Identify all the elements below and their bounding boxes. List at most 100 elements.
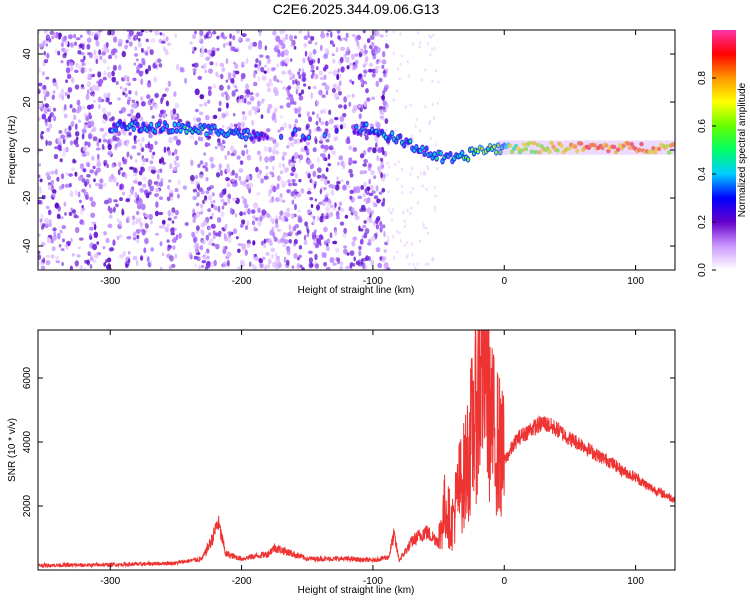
noise-dot bbox=[285, 57, 290, 64]
noise-dot bbox=[211, 212, 214, 217]
noise-dot bbox=[392, 52, 395, 56]
noise-dot bbox=[138, 217, 142, 224]
noise-dot bbox=[367, 38, 371, 43]
noise-dot bbox=[308, 257, 313, 264]
noise-dot bbox=[288, 124, 292, 129]
noise-dot bbox=[306, 190, 312, 195]
signal-dot bbox=[527, 140, 533, 146]
noise-dot bbox=[140, 203, 146, 211]
noise-dot bbox=[39, 178, 43, 183]
noise-dot bbox=[49, 30, 55, 35]
noise-dot bbox=[432, 33, 435, 38]
noise-dot bbox=[154, 30, 159, 36]
noise-dot bbox=[279, 80, 284, 84]
noise-dot bbox=[117, 42, 123, 47]
noise-dot bbox=[349, 250, 355, 256]
noise-dot bbox=[301, 267, 305, 270]
noise-dot bbox=[79, 219, 84, 225]
noise-dot bbox=[407, 74, 411, 78]
noise-dot bbox=[177, 179, 181, 186]
noise-dot bbox=[379, 108, 384, 115]
noise-dot bbox=[220, 199, 225, 203]
noise-dot bbox=[394, 128, 398, 132]
noise-dot bbox=[93, 99, 97, 103]
signal-core-dot bbox=[460, 151, 464, 155]
noise-dot bbox=[409, 172, 412, 176]
noise-dot bbox=[251, 220, 256, 226]
noise-dot bbox=[340, 161, 343, 167]
noise-dot bbox=[319, 188, 323, 195]
noise-dot bbox=[277, 198, 281, 202]
noise-dot bbox=[359, 208, 364, 213]
noise-dot bbox=[298, 254, 302, 259]
noise-dot bbox=[281, 155, 285, 161]
noise-dot bbox=[363, 159, 368, 164]
noise-dot bbox=[192, 208, 196, 215]
noise-dot bbox=[319, 135, 324, 142]
noise-dot bbox=[141, 101, 146, 107]
noise-dot bbox=[219, 62, 225, 68]
noise-dot bbox=[136, 152, 141, 156]
signal-dot bbox=[535, 142, 540, 147]
noise-dot bbox=[273, 75, 278, 82]
noise-dot bbox=[239, 180, 244, 185]
x-tick-label: -100 bbox=[363, 576, 383, 587]
noise-dot bbox=[336, 216, 340, 220]
noise-dot bbox=[410, 242, 413, 246]
noise-dot bbox=[337, 35, 341, 40]
noise-dot bbox=[275, 150, 280, 155]
noise-dot bbox=[282, 151, 288, 157]
noise-dot bbox=[275, 255, 280, 259]
noise-dot bbox=[132, 233, 137, 237]
noise-dot bbox=[45, 171, 50, 177]
noise-dot bbox=[274, 215, 279, 220]
noise-dot bbox=[237, 243, 243, 247]
noise-dot bbox=[230, 78, 235, 84]
noise-dot bbox=[222, 124, 225, 129]
noise-dot bbox=[409, 103, 412, 107]
noise-dot bbox=[191, 231, 196, 237]
noise-dot bbox=[248, 182, 254, 188]
noise-dot bbox=[155, 210, 159, 217]
noise-dot bbox=[60, 60, 64, 64]
noise-dot bbox=[283, 232, 287, 236]
noise-dot bbox=[239, 211, 244, 217]
noise-dot bbox=[263, 238, 266, 244]
noise-dot bbox=[192, 33, 197, 40]
signal-core-dot bbox=[118, 120, 122, 124]
noise-dot bbox=[360, 185, 365, 190]
noise-dot bbox=[85, 161, 91, 167]
noise-dot bbox=[97, 71, 102, 78]
noise-dot bbox=[433, 208, 437, 212]
noise-dot bbox=[318, 89, 323, 96]
noise-dot bbox=[75, 143, 79, 148]
signal-core-dot bbox=[252, 130, 255, 134]
noise-dot bbox=[369, 35, 375, 40]
noise-dot bbox=[332, 43, 336, 48]
noise-dot bbox=[51, 94, 55, 100]
noise-dot bbox=[314, 41, 318, 46]
noise-dot bbox=[122, 156, 125, 162]
signal-halo bbox=[497, 140, 675, 155]
noise-dot bbox=[73, 69, 79, 74]
noise-dot bbox=[174, 227, 178, 231]
noise-dot bbox=[117, 169, 121, 176]
noise-dot bbox=[362, 163, 367, 167]
signal-dot bbox=[670, 142, 675, 147]
noise-dot bbox=[101, 143, 105, 150]
noise-dot bbox=[254, 217, 259, 222]
noise-dot bbox=[374, 67, 379, 74]
noise-dot bbox=[402, 210, 405, 214]
noise-dot bbox=[266, 67, 270, 74]
noise-dot bbox=[381, 164, 385, 169]
noise-dot bbox=[47, 115, 52, 123]
noise-dot bbox=[323, 53, 328, 59]
noise-dot bbox=[205, 261, 211, 269]
noise-dot bbox=[167, 149, 171, 155]
signal-dot bbox=[515, 146, 521, 151]
noise-dot bbox=[139, 116, 144, 122]
noise-dot bbox=[358, 113, 362, 120]
noise-dot bbox=[387, 238, 390, 242]
noise-dot bbox=[65, 172, 70, 176]
